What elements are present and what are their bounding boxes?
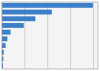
grid-line [93, 2, 94, 69]
chart-svg [0, 0, 100, 71]
bar [2, 16, 35, 21]
bar [2, 43, 6, 48]
chart-container [0, 0, 100, 71]
grid-line [70, 2, 71, 69]
bar [2, 30, 11, 35]
bars [2, 3, 93, 68]
bar [2, 36, 7, 41]
grid [2, 2, 93, 69]
bar [2, 10, 52, 15]
plot-frame [2, 2, 98, 69]
bar [2, 3, 93, 8]
bar [2, 23, 24, 28]
plot-background [2, 2, 98, 69]
